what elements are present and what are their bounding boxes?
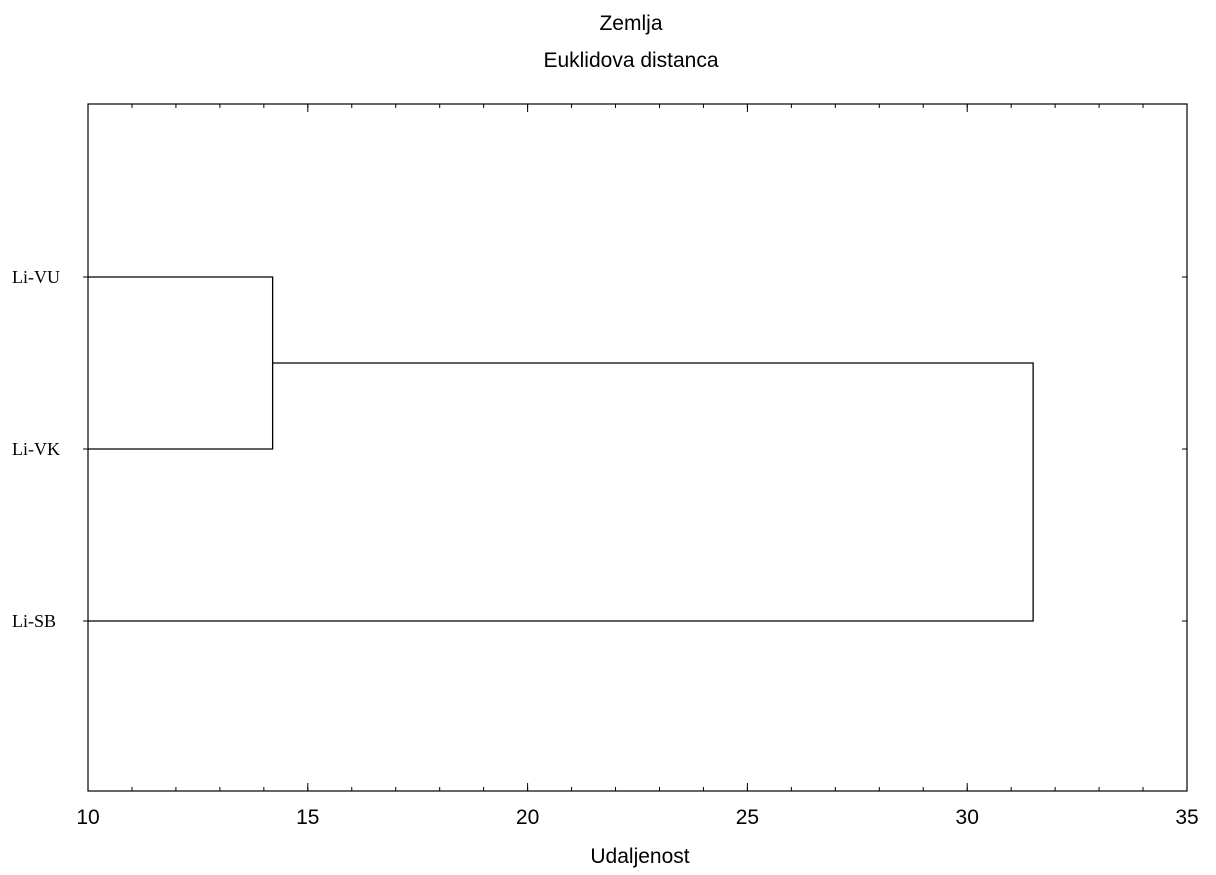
x-minor-ticks [87, 104, 1188, 791]
leaf-labels: Li-VU Li-VK Li-SB [12, 267, 60, 631]
leaf-ticks [83, 276, 1187, 622]
leaf-label: Li-SB [12, 611, 56, 631]
x-tick-label: 35 [1175, 806, 1198, 829]
plot-frame [87, 103, 1188, 792]
merge-link-2 [88, 362, 1034, 622]
x-tick-label: 10 [76, 806, 99, 829]
x-axis-label: Udaljenost [590, 845, 689, 868]
chart-title: Zemlja [599, 12, 662, 35]
x-tick-label: 30 [956, 806, 979, 829]
leaf-label: Li-VK [12, 439, 60, 459]
x-tick-labels: 10 15 20 25 30 35 [76, 806, 1198, 829]
chart-subtitle: Euklidova distanca [543, 49, 718, 72]
x-tick-label: 15 [296, 806, 319, 829]
x-major-ticks [87, 104, 1188, 791]
x-tick-label: 25 [736, 806, 759, 829]
x-tick-label: 20 [516, 806, 539, 829]
merge-link-1 [88, 276, 274, 450]
dendrogram-links [88, 276, 1034, 622]
leaf-label: Li-VU [12, 267, 60, 287]
